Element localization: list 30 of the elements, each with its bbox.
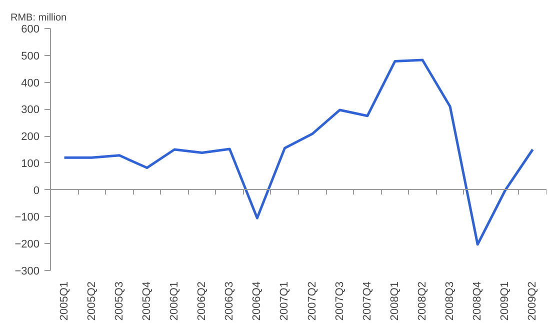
x-tick-label: 2009Q2: [526, 281, 539, 321]
y-tick-label: 300: [21, 104, 40, 116]
x-tick-label: 2006Q2: [196, 281, 208, 321]
x-tick-label: 2006Q3: [224, 281, 236, 321]
line-series: [63, 58, 534, 246]
x-tick-label: 2007Q3: [334, 281, 346, 321]
y-tick-label: −200: [14, 238, 40, 251]
x-tick-label: 2005Q1: [58, 281, 70, 321]
x-tick-label: 2008Q1: [388, 281, 401, 321]
y-tick-label: 600: [21, 24, 40, 36]
x-tick-label: 2006Q4: [251, 281, 264, 321]
x-tick-label: 2005Q2: [86, 281, 98, 321]
y-tick-label: −100: [14, 212, 40, 224]
x-tick-label: 2008Q4: [472, 281, 484, 321]
x-tick-label: 2008Q2: [416, 281, 428, 321]
x-tick-label: 2005Q4: [140, 281, 153, 321]
y-tick-label: 200: [21, 131, 40, 144]
y-tick-label: 500: [21, 50, 40, 62]
x-tick-label: 2007Q4: [361, 281, 374, 321]
y-tick-label: 100: [21, 158, 40, 170]
y-axis-title: RMB: million: [10, 12, 67, 24]
x-tick-label: 2006Q1: [168, 281, 180, 321]
x-tick-label: 2007Q2: [306, 281, 318, 321]
x-tick-label: 2008Q3: [444, 281, 456, 321]
x-tick-label: 2009Q1: [499, 281, 512, 321]
x-tick-label: 2005Q3: [113, 281, 126, 321]
y-tick-label: −300: [14, 266, 40, 278]
x-tick-label: 2007Q1: [278, 281, 291, 321]
y-tick-label: 400: [21, 77, 40, 90]
y-tick-label: 0: [33, 184, 40, 197]
